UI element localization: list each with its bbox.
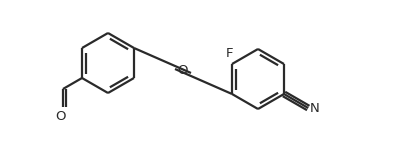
Text: F: F <box>225 47 233 60</box>
Text: O: O <box>178 64 188 77</box>
Text: N: N <box>310 101 320 114</box>
Text: O: O <box>56 110 66 123</box>
